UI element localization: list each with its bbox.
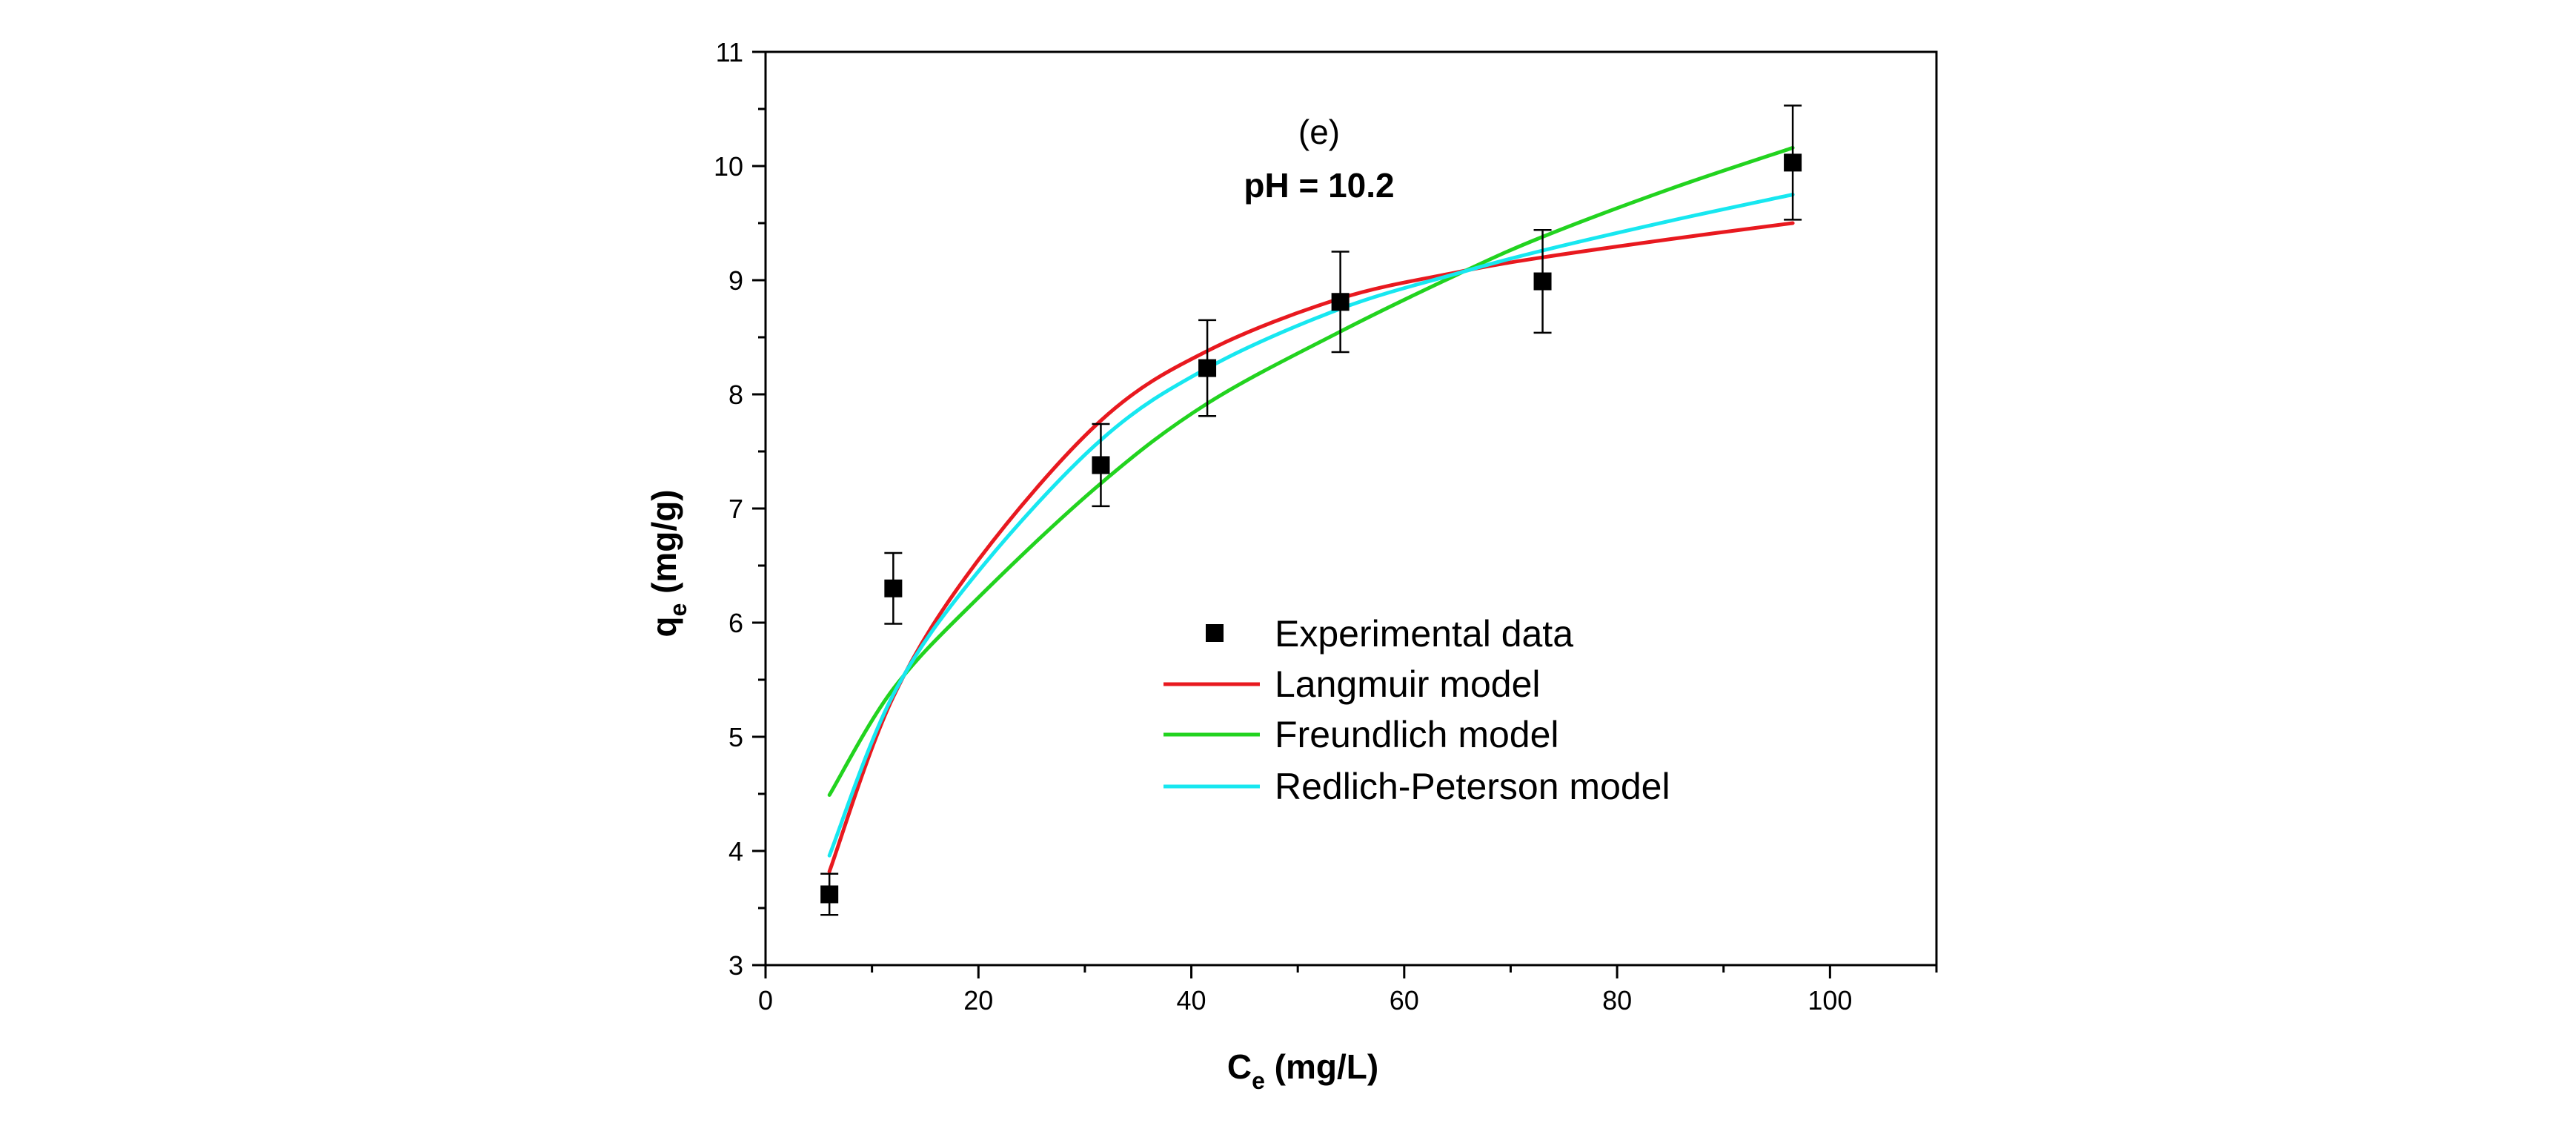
x-tick-label: 60 bbox=[1390, 985, 1419, 1016]
y-axis-title-main: q bbox=[645, 616, 683, 637]
legend-label-langmuir: Langmuir model bbox=[1275, 663, 1541, 705]
experimental-points bbox=[820, 105, 1802, 916]
y-tick-label: 11 bbox=[716, 37, 743, 67]
y-axis-title-sub: e bbox=[665, 603, 691, 617]
panel-label: (e) bbox=[1298, 113, 1340, 151]
x-tick-label: 80 bbox=[1602, 985, 1632, 1016]
legend-label-freundlich: Freundlich model bbox=[1275, 714, 1559, 755]
data-point bbox=[1331, 293, 1350, 311]
y-tick-label: 4 bbox=[728, 836, 743, 867]
y-tick-label: 8 bbox=[728, 380, 743, 410]
legend: Experimental data Langmuir model Freundl… bbox=[1163, 613, 1670, 807]
x-axis-title-unit: (mg/L) bbox=[1265, 1047, 1378, 1086]
data-point bbox=[1533, 272, 1552, 291]
ph-annotation: pH = 10.2 bbox=[1244, 166, 1394, 205]
y-tick-label: 10 bbox=[714, 151, 743, 182]
axis-ticks: 0 20 40 60 80 100 3 4 5 6 7 8 9 10 11 bbox=[714, 37, 1938, 1016]
series-line-redlich-peterson-model bbox=[827, 193, 1795, 858]
y-tick-label: 6 bbox=[728, 608, 743, 638]
data-point bbox=[1198, 359, 1217, 377]
data-point bbox=[1784, 153, 1802, 172]
y-tick-label: 5 bbox=[728, 722, 743, 752]
y-tick-label: 7 bbox=[728, 494, 743, 524]
x-tick-label: 40 bbox=[1177, 985, 1206, 1016]
x-tick-label: 0 bbox=[758, 985, 773, 1016]
y-tick-label: 3 bbox=[728, 950, 743, 981]
x-tick-label: 100 bbox=[1807, 985, 1852, 1016]
y-axis-title-unit: (mg/g) bbox=[645, 489, 683, 603]
x-axis-title: Ce (mg/L) bbox=[1227, 1047, 1378, 1094]
legend-label-experimental: Experimental data bbox=[1275, 613, 1573, 655]
legend-label-redlich-peterson: Redlich-Peterson model bbox=[1275, 766, 1670, 807]
data-point bbox=[884, 579, 903, 597]
model-curves bbox=[827, 145, 1795, 874]
x-axis-title-main: C bbox=[1227, 1047, 1252, 1086]
y-axis-title: qe (mg/g) bbox=[645, 489, 691, 637]
y-tick-label: 9 bbox=[728, 265, 743, 296]
data-point bbox=[1092, 456, 1110, 474]
series-line-freundlich-model bbox=[827, 145, 1795, 797]
legend-marker-experimental bbox=[1206, 624, 1224, 642]
data-point bbox=[820, 885, 839, 904]
x-tick-label: 20 bbox=[963, 985, 993, 1016]
x-axis-title-sub: e bbox=[1252, 1067, 1265, 1094]
